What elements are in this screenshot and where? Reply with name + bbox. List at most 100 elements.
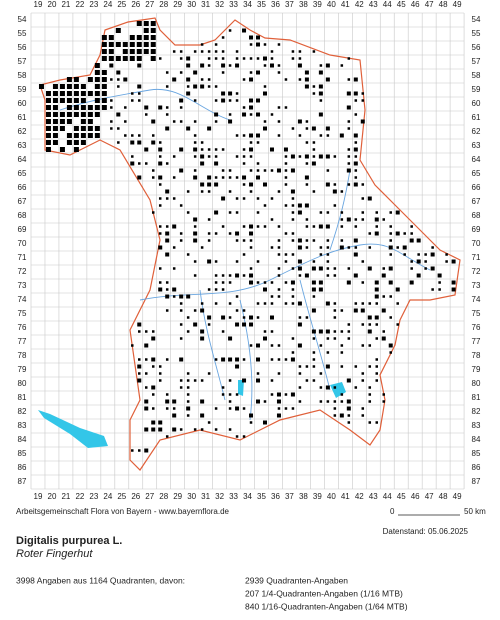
record-dot bbox=[249, 224, 254, 229]
record-dot bbox=[256, 399, 261, 404]
column-label: 36 bbox=[271, 0, 280, 9]
record-dot bbox=[347, 57, 351, 60]
row-label: 78 bbox=[472, 351, 481, 360]
column-label: 41 bbox=[341, 0, 350, 9]
record-dot bbox=[249, 147, 254, 152]
record-dot bbox=[158, 365, 162, 368]
record-dot bbox=[179, 120, 183, 123]
record-dot bbox=[94, 77, 100, 82]
record-dot bbox=[73, 126, 79, 131]
record-dot bbox=[235, 231, 240, 236]
record-dot bbox=[361, 379, 365, 382]
record-dot bbox=[59, 147, 65, 152]
record-dot bbox=[276, 413, 281, 418]
record-dot bbox=[207, 57, 211, 60]
row-label: 87 bbox=[472, 477, 481, 486]
record-dot bbox=[179, 294, 184, 299]
record-dot bbox=[158, 105, 163, 110]
record-dot bbox=[122, 42, 128, 47]
column-label: 30 bbox=[187, 0, 196, 9]
record-dot bbox=[242, 155, 246, 158]
record-dot bbox=[340, 330, 344, 333]
row-label: 56 bbox=[472, 43, 481, 52]
record-dot bbox=[256, 260, 260, 263]
record-dot bbox=[193, 99, 197, 102]
record-dot bbox=[291, 337, 295, 340]
record-dot bbox=[284, 302, 288, 305]
record-dot bbox=[451, 287, 456, 292]
record-dot bbox=[165, 407, 169, 410]
record-dot bbox=[291, 232, 295, 235]
record-dot bbox=[193, 309, 197, 312]
record-dot bbox=[389, 232, 392, 235]
record-dot bbox=[200, 182, 205, 187]
record-dot bbox=[249, 35, 254, 40]
record-dot bbox=[165, 252, 170, 257]
record-dot bbox=[382, 400, 385, 403]
record-dot bbox=[66, 140, 72, 145]
record-dot bbox=[151, 420, 156, 425]
record-dot bbox=[179, 57, 183, 60]
record-dot bbox=[59, 91, 65, 96]
record-dot bbox=[270, 197, 274, 200]
record-dot bbox=[333, 309, 337, 312]
record-dot bbox=[45, 133, 51, 138]
row-label: 71 bbox=[18, 253, 27, 262]
record-dot bbox=[200, 43, 204, 46]
record-dot bbox=[262, 182, 267, 187]
record-dot bbox=[242, 274, 246, 277]
record-dot bbox=[207, 64, 211, 67]
record-dot bbox=[145, 358, 148, 361]
record-dot bbox=[270, 57, 274, 60]
record-dot bbox=[150, 21, 156, 26]
record-dot bbox=[340, 225, 344, 228]
row-label: 60 bbox=[18, 99, 27, 108]
record-dot bbox=[311, 266, 316, 271]
record-dot bbox=[235, 176, 239, 179]
record-dot bbox=[52, 112, 58, 117]
record-dot bbox=[304, 84, 309, 89]
row-label: 67 bbox=[472, 197, 481, 206]
record-dot bbox=[325, 77, 330, 82]
record-dot bbox=[73, 105, 79, 110]
record-dot bbox=[445, 260, 448, 263]
grid bbox=[30, 12, 465, 490]
record-dot bbox=[145, 386, 148, 389]
record-dot bbox=[284, 393, 288, 396]
record-dot bbox=[165, 288, 169, 291]
record-dot bbox=[249, 246, 253, 249]
record-dot bbox=[165, 309, 169, 312]
record-dot bbox=[144, 343, 149, 348]
row-label: 65 bbox=[472, 169, 481, 178]
record-dot bbox=[110, 78, 113, 81]
record-dot bbox=[221, 196, 226, 201]
record-dot bbox=[284, 232, 288, 235]
record-dot bbox=[368, 302, 372, 305]
record-dot bbox=[325, 63, 330, 68]
record-dot bbox=[214, 148, 218, 151]
record-dot bbox=[284, 204, 288, 207]
record-dot bbox=[200, 190, 204, 193]
row-label: 81 bbox=[472, 393, 481, 402]
record-dot bbox=[73, 133, 79, 138]
record-dot bbox=[347, 421, 351, 424]
record-dot bbox=[354, 225, 358, 228]
record-dot bbox=[277, 190, 281, 193]
column-label: 27 bbox=[145, 492, 154, 501]
record-dot bbox=[318, 70, 323, 75]
column-label: 39 bbox=[313, 0, 322, 9]
record-dot bbox=[347, 127, 351, 130]
record-dot bbox=[165, 126, 170, 131]
record-dot bbox=[122, 49, 128, 54]
record-dot bbox=[52, 98, 58, 103]
record-dot bbox=[312, 239, 316, 242]
summary-line: 840 1/16-Quadranten-Angaben (1/64 MTB) bbox=[245, 601, 408, 611]
record-dot bbox=[242, 28, 247, 33]
record-dot bbox=[382, 393, 385, 396]
row-label: 62 bbox=[18, 127, 27, 136]
record-dot bbox=[298, 57, 302, 60]
record-dot bbox=[284, 106, 288, 109]
record-dot bbox=[290, 280, 295, 285]
record-dot bbox=[94, 70, 100, 75]
record-dot bbox=[395, 231, 400, 236]
